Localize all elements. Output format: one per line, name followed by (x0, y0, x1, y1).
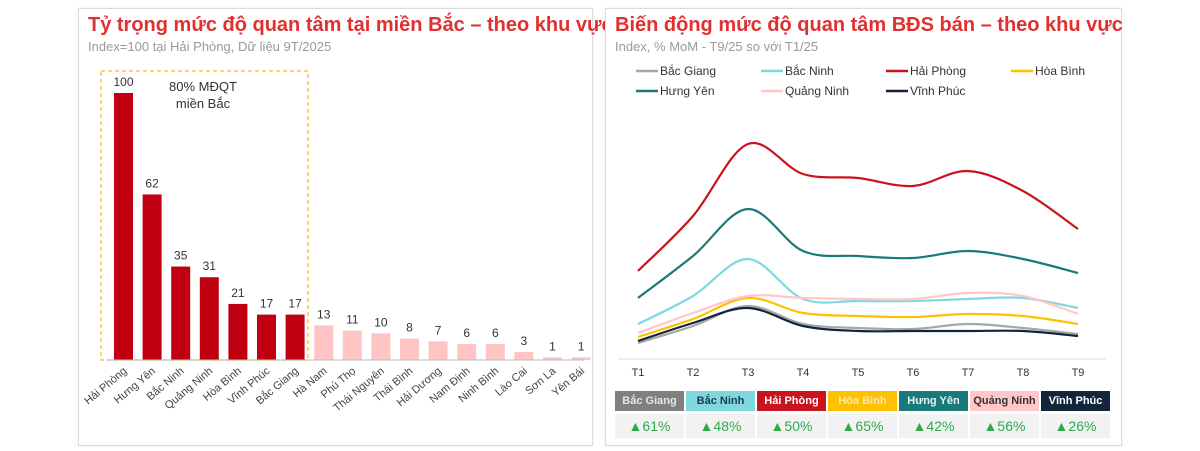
summary-header: Hải Phòng (757, 391, 826, 411)
data-label: 13 (317, 307, 331, 321)
summary-change: ▲48% (686, 414, 755, 438)
bar (514, 351, 534, 360)
bar (428, 341, 448, 360)
x-tick-label: Yên Bái (550, 365, 587, 399)
data-label: 10 (374, 315, 388, 329)
bar (485, 343, 505, 360)
data-label: 17 (288, 297, 302, 311)
series-line-bắc-giang (637, 304, 1079, 345)
data-label: 3 (521, 334, 528, 348)
series-line-hòa-bình (637, 296, 1079, 339)
chart-subtitle: Index, % MoM - T9/25 so với T1/25 (615, 39, 819, 54)
data-label: 35 (174, 249, 188, 263)
summary-header: Hòa Bình (828, 391, 897, 411)
bar (199, 277, 219, 360)
chart-subtitle: Index=100 tại Hải Phòng, Dữ liệu 9T/2025 (88, 39, 332, 54)
x-tick-label: T5 (852, 367, 865, 379)
bar (371, 333, 391, 360)
summary-header: Bắc Ninh (686, 391, 755, 411)
bar (400, 338, 419, 360)
trend-chart-card: Biến động mức độ quan tâm BĐS bán – theo… (605, 8, 1123, 446)
summary-header: Hưng Yên (899, 391, 968, 411)
bar (314, 325, 334, 360)
summary-change: ▲56% (970, 414, 1039, 438)
summary-table: Bắc Giang ▲61% Bắc Ninh ▲48% Hải Phòng ▲50% Hò… (615, 391, 1112, 438)
x-tick-label: T7 (962, 367, 975, 379)
summary-change: ▲50% (757, 414, 826, 438)
chart-title: Biến động mức độ quan tâm BĐS bán – theo… (615, 14, 1123, 36)
annotation-text: miền Bắc (176, 96, 231, 111)
data-label: 1 (578, 339, 585, 353)
legend-label: Bắc Giang (660, 63, 716, 78)
legend-label: Hải Phòng (910, 64, 966, 78)
summary-change: ▲26% (1041, 414, 1110, 438)
bar (114, 93, 133, 360)
data-label: 17 (260, 297, 274, 311)
data-label: 31 (203, 259, 217, 273)
data-label: 11 (346, 313, 359, 327)
summary-change: ▲61% (615, 414, 684, 438)
data-label: 62 (145, 176, 159, 190)
legend-label: Bắc Ninh (785, 63, 834, 78)
data-label: 100 (113, 75, 133, 89)
summary-header: Quảng Ninh (970, 391, 1039, 411)
share-chart-card: Tỷ trọng mức độ quan tâm tại miền Bắc – … (78, 8, 613, 446)
summary-header: Vĩnh Phúc (1041, 391, 1110, 411)
legend-label: Vĩnh Phúc (910, 84, 965, 98)
x-tick-label: T6 (907, 367, 920, 379)
bar (543, 357, 562, 360)
x-tick-label: T9 (1072, 367, 1085, 379)
data-label: 6 (492, 326, 499, 340)
highlight-box (100, 70, 309, 361)
x-tick-label: T4 (797, 367, 810, 379)
legend-label: Hưng Yên (660, 84, 715, 98)
legend-label: Hòa Bình (1035, 64, 1085, 78)
data-label: 7 (435, 323, 442, 337)
series-line-hải-phòng (637, 141, 1079, 272)
series-line-hưng-yên (637, 207, 1079, 299)
series-line-vĩnh-phúc (637, 306, 1079, 343)
data-label: 6 (463, 326, 470, 340)
bar (457, 343, 477, 360)
line-chart: Bắc Giang Bắc Ninh Hải Phòng Hòa Bình Hưng Y… (618, 63, 1106, 379)
x-tick-label: T8 (1017, 367, 1030, 379)
bar (342, 330, 362, 360)
data-label: 8 (406, 321, 413, 335)
series-line-bắc-ninh (637, 257, 1079, 325)
x-tick-label: Lào Cai (493, 365, 530, 399)
data-label: 21 (231, 286, 245, 300)
bar (171, 266, 191, 360)
x-tick-label: T1 (632, 367, 645, 379)
summary-header: Bắc Giang (615, 391, 684, 411)
bar (142, 194, 162, 360)
bar (257, 314, 276, 360)
summary-change: ▲65% (828, 414, 897, 438)
x-tick-label: T2 (687, 367, 700, 379)
bar (571, 357, 591, 360)
summary-change: ▲42% (899, 414, 968, 438)
series-line-quảng-ninh (637, 291, 1079, 335)
legend-label: Quảng Ninh (785, 84, 849, 98)
bar (228, 303, 248, 360)
x-tick-label: T3 (742, 367, 755, 379)
data-label: 1 (549, 339, 556, 353)
annotation-text: 80% MĐQT (169, 79, 237, 94)
bar (285, 314, 305, 360)
chart-title: Tỷ trọng mức độ quan tâm tại miền Bắc – … (88, 14, 613, 36)
